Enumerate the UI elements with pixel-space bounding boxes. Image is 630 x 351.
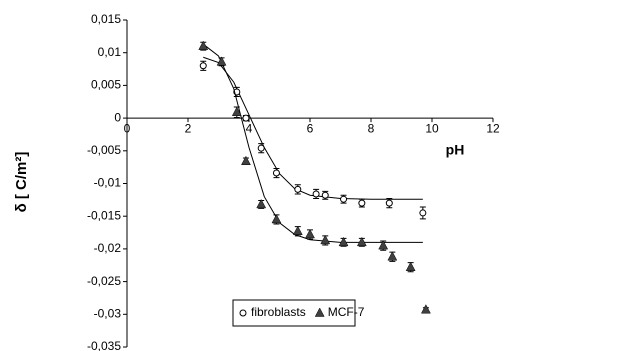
legend-marker [239, 309, 247, 317]
point [320, 234, 331, 245]
x-tick-label: 6 [307, 121, 314, 135]
point [305, 228, 315, 239]
point [340, 195, 348, 203]
legend-box [232, 299, 356, 327]
point [216, 56, 227, 66]
point [321, 191, 329, 199]
x-tick-label: 8 [368, 121, 375, 135]
fit-curve [203, 56, 423, 200]
x-tick-label: 4 [246, 121, 253, 135]
y-tick-label: -0,03 [94, 306, 122, 320]
point [272, 169, 280, 177]
y-tick-label: -0,02 [94, 241, 122, 255]
x-tick-label: 12 [486, 121, 500, 135]
x-tick-label: 10 [425, 121, 439, 135]
point [385, 199, 393, 207]
y-tick-label: 0,005 [91, 78, 121, 92]
point [199, 62, 207, 70]
y-tick-label: 0 [114, 110, 121, 124]
point [292, 225, 303, 235]
y-tick-label: -0,005 [87, 143, 121, 157]
point [378, 240, 389, 250]
y-tick-label: -0,025 [87, 274, 121, 288]
point [256, 198, 267, 209]
y-axis-label: δ [ C/m²] [13, 152, 30, 213]
point [271, 213, 282, 224]
y-tick-label: 0,015 [91, 12, 121, 26]
x-axis-label: pH [446, 142, 465, 158]
point [242, 114, 250, 122]
y-tick-label: -0,035 [87, 339, 121, 351]
point [419, 209, 427, 217]
point [198, 40, 209, 50]
point [356, 236, 367, 247]
point [420, 304, 431, 314]
point [338, 236, 349, 247]
point [312, 190, 320, 198]
y-tick-label: 0,01 [98, 45, 122, 59]
point [231, 106, 242, 116]
legend-marker [314, 307, 325, 317]
fit-curve [202, 43, 423, 243]
point [405, 261, 416, 271]
point [257, 144, 265, 152]
point [358, 199, 366, 207]
x-tick-label: 2 [185, 121, 192, 135]
point [241, 155, 251, 166]
y-tick-label: -0,015 [87, 208, 121, 222]
point [387, 251, 398, 261]
legend-label: fibroblasts [251, 305, 306, 319]
x-tick-label: 0 [124, 121, 131, 135]
y-tick-label: -0,01 [94, 176, 122, 190]
point [294, 185, 302, 193]
legend-label: MCF-7 [328, 305, 365, 319]
